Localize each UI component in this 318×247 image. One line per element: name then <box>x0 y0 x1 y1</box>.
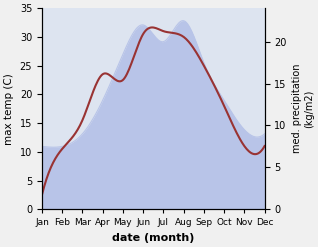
X-axis label: date (month): date (month) <box>112 233 194 243</box>
Y-axis label: max temp (C): max temp (C) <box>4 73 14 144</box>
Y-axis label: med. precipitation
(kg/m2): med. precipitation (kg/m2) <box>292 64 314 153</box>
